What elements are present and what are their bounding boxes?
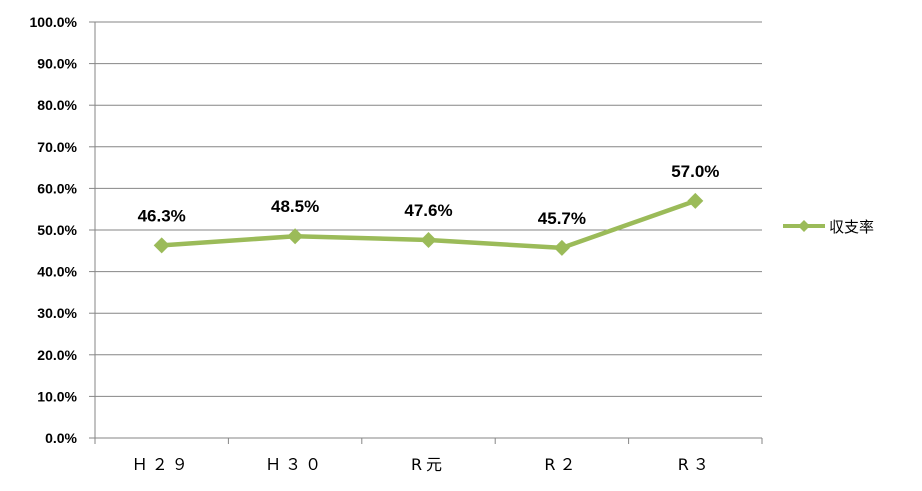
axes — [89, 21, 763, 444]
data-labels: 46.3% 48.5% 47.6% 45.7% 57.0% — [138, 162, 720, 228]
legend-diamond-marker — [798, 220, 810, 232]
y-tick-label: 50.0% — [37, 222, 77, 238]
data-label: 46.3% — [138, 206, 186, 225]
data-label: 57.0% — [671, 162, 719, 181]
data-label: 47.6% — [404, 201, 452, 220]
y-tick-label: 70.0% — [37, 139, 77, 155]
data-point-marker — [287, 228, 304, 245]
y-tick-label: 0.0% — [45, 430, 77, 446]
x-tick-label: Ｈ２９ — [132, 455, 192, 474]
data-point-marker — [687, 192, 704, 209]
legend-label: 収支率 — [829, 218, 874, 236]
y-tick-label: 20.0% — [37, 347, 77, 363]
y-tick-label: 10.0% — [37, 388, 77, 404]
y-tick-label: 90.0% — [37, 56, 77, 72]
y-tick-label: 100.0% — [30, 14, 78, 30]
legend: 収支率 — [783, 218, 874, 236]
y-axis-ticks: 0.0% 10.0% 20.0% 30.0% 40.0% 50.0% 60.0% 70.0% 8… — [30, 14, 78, 446]
x-tick-label: Ｈ３０ — [265, 455, 325, 474]
series — [153, 192, 704, 256]
x-axis-ticks: Ｈ２９ Ｈ３０ R元 R２ R３ — [132, 455, 713, 474]
y-tick-label: 30.0% — [37, 305, 77, 321]
data-point-marker — [553, 239, 570, 256]
y-tick-label: 60.0% — [37, 180, 77, 196]
gridlines — [95, 21, 762, 397]
data-label: 45.7% — [538, 209, 586, 228]
data-label: 48.5% — [271, 197, 319, 216]
data-point-marker — [153, 237, 170, 254]
x-tick-label: R元 — [411, 455, 446, 474]
data-point-marker — [420, 231, 437, 248]
x-tick-label: R３ — [678, 455, 713, 474]
y-tick-label: 80.0% — [37, 97, 77, 113]
x-tick-label: R２ — [544, 455, 579, 474]
y-tick-label: 40.0% — [37, 264, 77, 280]
